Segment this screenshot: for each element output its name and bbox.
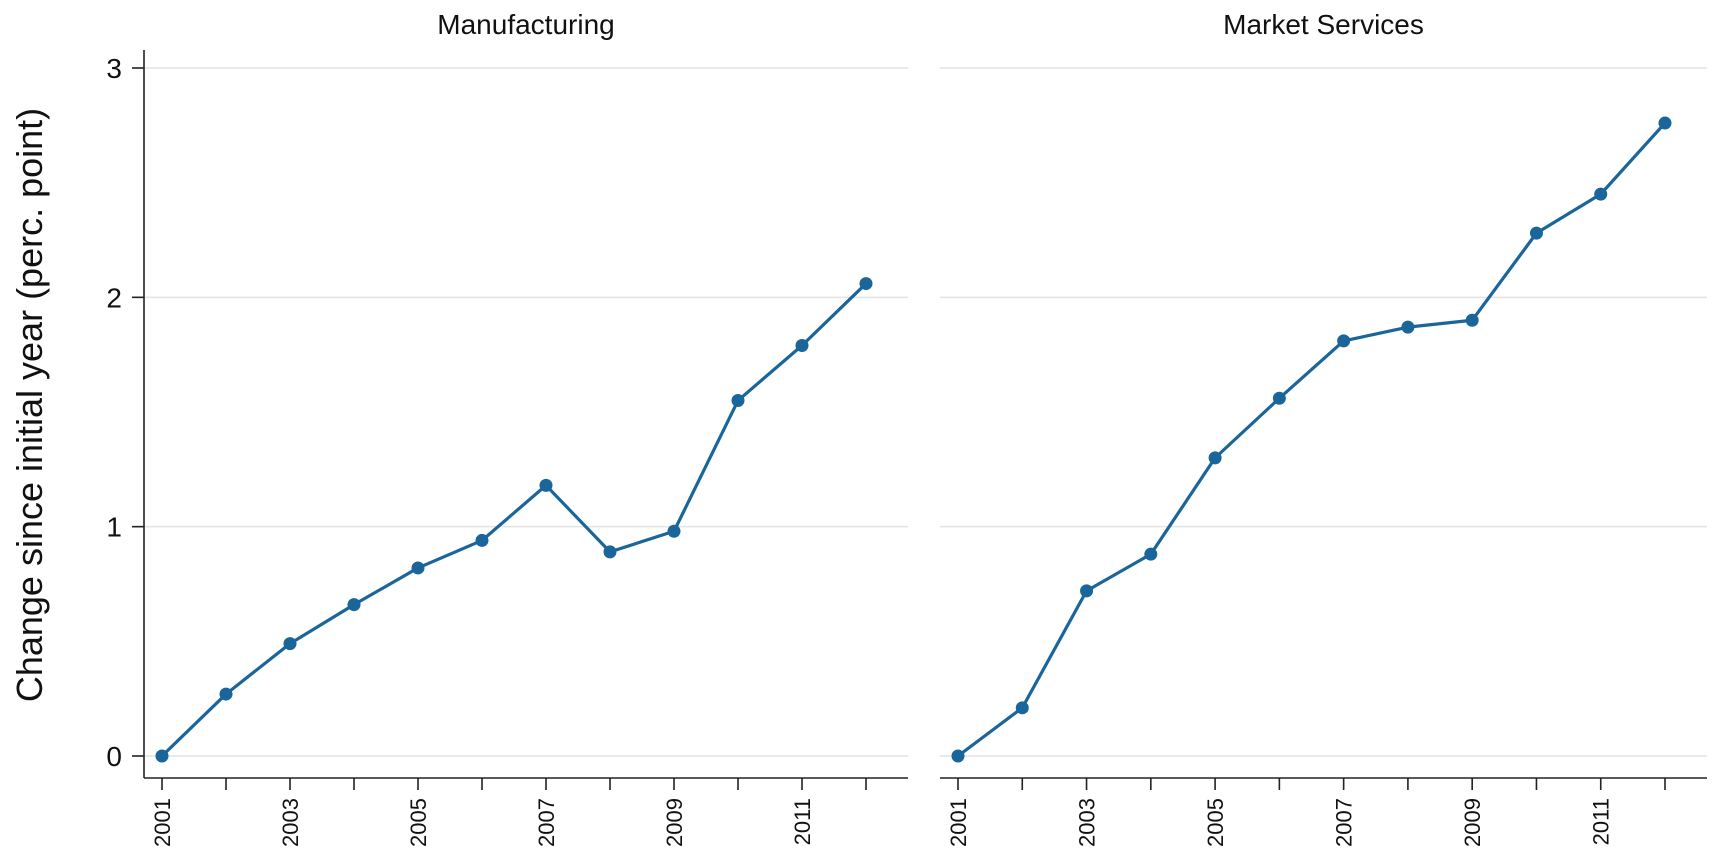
x-tick-label: 2005 bbox=[406, 798, 431, 847]
data-point bbox=[731, 394, 745, 408]
data-point bbox=[1080, 584, 1094, 598]
x-tick-label: 2011 bbox=[790, 798, 815, 845]
x-tick-label: 2009 bbox=[662, 798, 687, 847]
data-point bbox=[859, 277, 873, 291]
x-tick-label: 2005 bbox=[1203, 798, 1228, 847]
data-point bbox=[1337, 334, 1351, 348]
chart-panels: Manufacturing 0 1 2 3 2001 2003 2005 2007 2009 201… bbox=[106, 9, 1707, 847]
data-point bbox=[603, 545, 617, 559]
x-tick-label: 2001 bbox=[150, 798, 175, 847]
x-tick-label: 2001 bbox=[946, 798, 971, 847]
series-line bbox=[957, 121, 1667, 758]
data-point bbox=[475, 533, 489, 547]
data-point bbox=[155, 749, 169, 763]
data-point bbox=[1594, 187, 1608, 201]
y-tick-label: 0 bbox=[106, 741, 122, 772]
panel-market-services: Market Services 2001 2003 2005 2007 2009 2011 bbox=[940, 9, 1707, 847]
data-point bbox=[951, 749, 965, 763]
data-point bbox=[1401, 320, 1415, 334]
data-point bbox=[1529, 226, 1543, 240]
data-point bbox=[1015, 701, 1029, 715]
data-point bbox=[411, 561, 425, 575]
y-tick-label: 1 bbox=[106, 512, 122, 543]
data-point bbox=[795, 338, 809, 352]
data-point bbox=[219, 687, 233, 701]
data-point bbox=[1658, 116, 1672, 130]
x-tick-label: 2011 bbox=[1589, 798, 1614, 845]
y-axis-title: Change since initial year (perc. point) bbox=[9, 108, 50, 702]
panel-title: Manufacturing bbox=[437, 9, 614, 40]
x-tick-label: 2009 bbox=[1460, 798, 1485, 847]
y-tick-label: 2 bbox=[106, 282, 122, 313]
data-point bbox=[283, 637, 297, 651]
data-point bbox=[1465, 313, 1479, 327]
panel-title: Market Services bbox=[1223, 9, 1424, 40]
data-point bbox=[539, 478, 553, 492]
panel-manufacturing: Manufacturing 0 1 2 3 2001 2003 2005 2007 2009 201… bbox=[106, 9, 908, 847]
x-tick-label: 2007 bbox=[1332, 798, 1357, 847]
data-point bbox=[1144, 547, 1158, 561]
data-point bbox=[1272, 391, 1286, 405]
x-tick-label: 2007 bbox=[534, 798, 559, 847]
x-tick-label: 2003 bbox=[1075, 798, 1100, 847]
data-point bbox=[1208, 451, 1222, 465]
series-line bbox=[160, 282, 868, 758]
data-point bbox=[667, 524, 681, 538]
data-point bbox=[347, 598, 361, 612]
x-tick-label: 2003 bbox=[278, 798, 303, 847]
y-tick-label: 3 bbox=[106, 53, 122, 84]
